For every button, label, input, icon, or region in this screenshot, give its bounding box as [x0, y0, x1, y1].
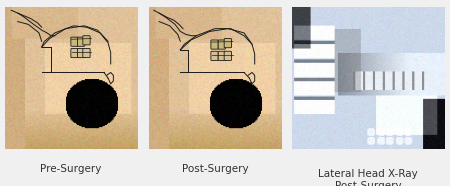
FancyBboxPatch shape	[77, 48, 85, 58]
Text: Lateral Head X-Ray
Post-Surgery: Lateral Head X-Ray Post-Surgery	[318, 169, 418, 186]
FancyBboxPatch shape	[211, 51, 218, 60]
FancyBboxPatch shape	[211, 40, 218, 49]
FancyBboxPatch shape	[83, 36, 90, 45]
FancyBboxPatch shape	[83, 48, 90, 58]
FancyBboxPatch shape	[218, 51, 225, 60]
FancyBboxPatch shape	[77, 37, 85, 46]
Text: Pre-Surgery: Pre-Surgery	[40, 164, 102, 174]
FancyBboxPatch shape	[224, 39, 231, 48]
FancyBboxPatch shape	[218, 40, 225, 49]
FancyBboxPatch shape	[71, 48, 78, 58]
Text: Post-Surgery: Post-Surgery	[181, 164, 248, 174]
FancyBboxPatch shape	[224, 51, 231, 60]
FancyBboxPatch shape	[71, 37, 78, 46]
